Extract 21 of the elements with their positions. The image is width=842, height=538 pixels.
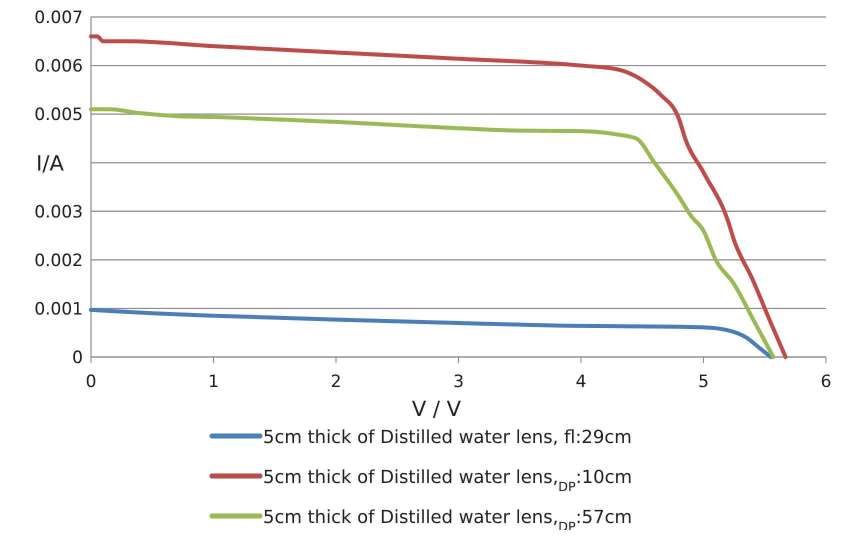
x-tick-label: 2: [330, 372, 342, 392]
line-series: [89, 308, 773, 359]
x-tick-label: 6: [820, 372, 832, 392]
x-tick-label: 4: [576, 372, 586, 392]
legend-label: 5cm thick of Distilled water lens, fl:29cm: [263, 427, 632, 448]
y-tick-label: 0.006: [34, 56, 83, 77]
x-axis-title: V / V: [412, 397, 462, 421]
y-axis-title: I/A: [36, 152, 64, 176]
y-tick-label: 0.007: [34, 8, 83, 28]
y-tick-label: 0.001: [34, 299, 83, 320]
legend-label: 5cm thick of Distilled water lens,$_{DP}$:10cm: [263, 467, 632, 494]
line-series: [89, 107, 776, 359]
y-tick-label: 0.002: [34, 250, 83, 271]
y-tick-label: 0: [72, 348, 83, 368]
line-series: [89, 34, 788, 359]
x-tick-label: 0: [86, 372, 96, 392]
x-tick-label: 1: [208, 372, 219, 392]
y-tick-label: 0.003: [34, 202, 83, 222]
x-tick-label: 5: [698, 372, 709, 392]
y-tick-label: 0.005: [34, 105, 83, 126]
x-tick-label: 3: [453, 372, 464, 392]
